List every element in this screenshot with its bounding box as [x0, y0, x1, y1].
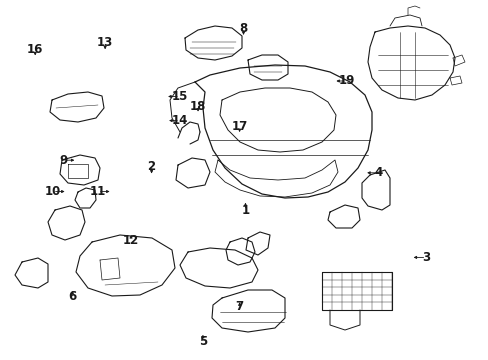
Text: 16: 16 [27, 43, 43, 56]
Text: 13: 13 [97, 36, 113, 49]
Text: 15: 15 [171, 90, 188, 103]
Text: 18: 18 [189, 100, 206, 113]
Text: 7: 7 [235, 300, 243, 313]
Text: 14: 14 [171, 114, 188, 127]
Text: 19: 19 [338, 75, 355, 87]
Text: 17: 17 [231, 120, 247, 133]
Text: 12: 12 [122, 234, 139, 247]
Text: 2: 2 [147, 160, 155, 173]
Text: 8: 8 [239, 22, 247, 35]
Text: 6: 6 [68, 291, 76, 303]
Text: 11: 11 [89, 185, 106, 198]
Text: 5: 5 [199, 335, 206, 348]
Text: 10: 10 [44, 185, 61, 198]
Text: 3: 3 [422, 251, 429, 264]
Text: 1: 1 [241, 204, 249, 217]
Text: 4: 4 [374, 166, 382, 179]
Text: 9: 9 [60, 154, 67, 167]
